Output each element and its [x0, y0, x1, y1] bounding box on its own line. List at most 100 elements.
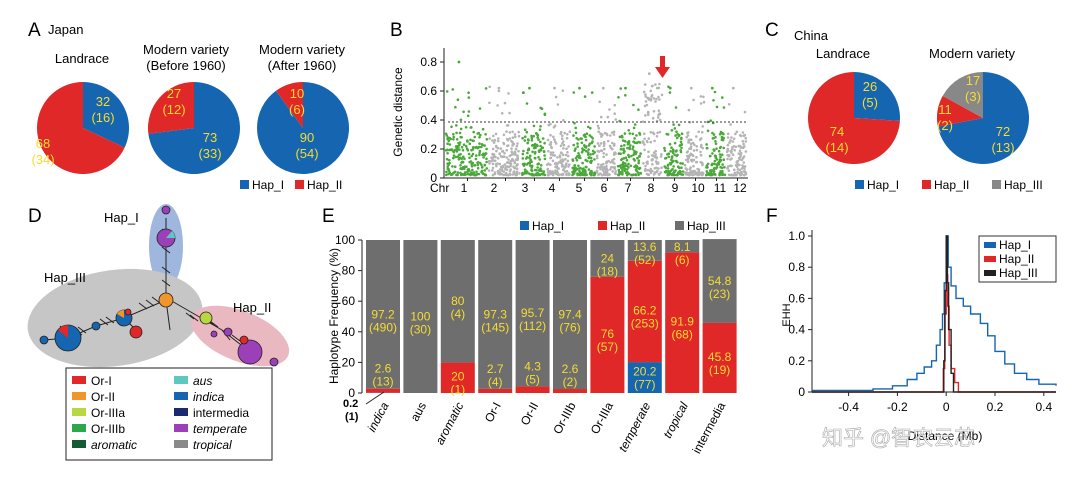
legend-c-hap3-label: Hap_III — [1004, 178, 1043, 192]
bar-category-label-intermedia: intermedia — [690, 400, 729, 456]
manhattan-point — [470, 154, 474, 158]
manhattan-point — [558, 154, 562, 157]
manhattan-peak-point — [497, 86, 501, 90]
bar-count-Or-IIIa-Hap_II: (57) — [597, 340, 618, 354]
manhattan-point — [690, 138, 693, 142]
hap3-node-or1 — [129, 325, 143, 339]
manhattan-point — [669, 172, 672, 175]
manhattan-point — [654, 100, 657, 103]
manhattan-point — [533, 168, 537, 172]
manhattan-point — [712, 167, 716, 171]
manhattan-point — [501, 166, 505, 169]
manhattan-y-tick-label: 0.6 — [420, 84, 437, 98]
manhattan-point — [497, 89, 501, 93]
manhattan-point — [644, 95, 647, 98]
manhattan-point — [722, 158, 726, 161]
manhattan-point — [697, 130, 700, 134]
manhattan-point — [621, 168, 624, 171]
manhattan-point — [660, 153, 663, 156]
manhattan-point — [565, 147, 568, 150]
manhattan-point — [603, 142, 606, 146]
manhattan-point — [726, 136, 730, 139]
manhattan-point — [473, 164, 477, 167]
manhattan-point — [488, 101, 491, 105]
manhattan-point — [722, 106, 726, 109]
manhattan-point — [480, 145, 483, 149]
manhattan-point — [577, 156, 581, 159]
manhattan-point — [675, 130, 678, 133]
manhattan-point — [542, 150, 546, 153]
manhattan-point — [526, 151, 529, 155]
network-legend-label: indica — [193, 390, 225, 404]
manhattan-point — [561, 89, 565, 92]
manhattan-point — [623, 169, 627, 173]
manhattan-point — [454, 155, 458, 159]
manhattan-point — [686, 160, 690, 164]
manhattan-point — [709, 171, 712, 174]
manhattan-point — [688, 147, 691, 150]
manhattan-chr-label-6: 6 — [601, 181, 608, 195]
manhattan-point — [472, 130, 476, 134]
ehh-x-tick-label: 0 — [943, 400, 950, 414]
manhattan-point — [560, 173, 563, 176]
manhattan-point — [665, 132, 669, 136]
manhattan-point — [743, 167, 746, 170]
manhattan-point — [498, 173, 502, 176]
manhattan-point — [689, 166, 692, 169]
bar-temperate-Hap_I — [627, 362, 662, 393]
manhattan-point — [483, 169, 487, 172]
manhattan-point — [666, 167, 670, 170]
manhattan-point — [494, 132, 498, 136]
manhattan-point — [446, 142, 449, 145]
manhattan-point — [680, 136, 683, 140]
manhattan-point — [715, 164, 719, 167]
manhattan-point — [587, 153, 590, 156]
manhattan-point — [515, 164, 518, 168]
bar-category-label-temperate: temperate — [616, 400, 654, 455]
manhattan-point — [505, 173, 509, 177]
manhattan-point — [459, 127, 463, 131]
legend-e-hap2-swatch — [598, 221, 607, 230]
manhattan-point — [481, 127, 485, 131]
manhattan-point — [726, 157, 729, 161]
manhattan-point — [539, 167, 542, 170]
manhattan-point — [548, 169, 552, 173]
pie-c2-value-hap3: 17 — [966, 73, 980, 88]
network-legend-swatch — [174, 376, 188, 384]
manhattan-chr-label-3: 3 — [522, 181, 529, 195]
manhattan-point — [733, 171, 737, 175]
manhattan-point — [568, 163, 571, 166]
manhattan-point — [657, 95, 660, 99]
manhattan-point — [730, 136, 733, 139]
manhattan-point — [636, 156, 639, 160]
manhattan-point — [485, 160, 488, 164]
manhattan-chr-7-points — [616, 86, 643, 177]
manhattan-point — [457, 141, 460, 145]
manhattan-point — [471, 173, 475, 176]
manhattan-point — [633, 123, 637, 126]
manhattan-point — [540, 172, 543, 176]
bar-value-tropical-Hap_II: 91.9 — [671, 315, 695, 329]
manhattan-point — [695, 148, 699, 152]
manhattan-point — [496, 104, 499, 107]
manhattan-point — [674, 134, 677, 137]
manhattan-point — [557, 172, 560, 176]
manhattan-point — [639, 171, 642, 175]
manhattan-point — [627, 155, 631, 159]
manhattan-point — [657, 172, 661, 176]
manhattan-point — [456, 173, 459, 177]
manhattan-point — [651, 84, 654, 88]
manhattan-point — [621, 171, 624, 174]
manhattan-point — [584, 173, 587, 177]
manhattan-point — [712, 162, 716, 166]
manhattan-point — [692, 164, 695, 168]
manhattan-point — [483, 153, 487, 157]
manhattan-point — [601, 169, 605, 172]
network-legend-swatch — [72, 392, 86, 400]
bar-value-aus-Hap_III: 100 — [410, 310, 430, 324]
bar-aus-Hap_III — [403, 240, 438, 393]
manhattan-point — [624, 162, 627, 165]
watermark-text: 知乎 @智农云芯 — [822, 427, 975, 450]
manhattan-point — [537, 156, 540, 159]
manhattan-point — [627, 129, 630, 132]
